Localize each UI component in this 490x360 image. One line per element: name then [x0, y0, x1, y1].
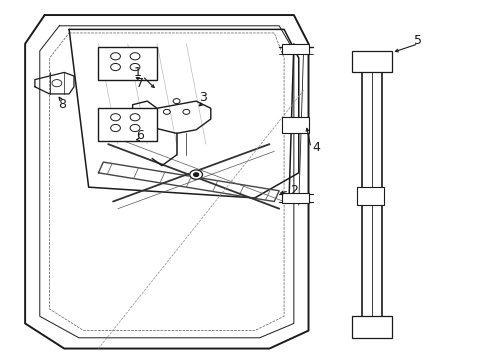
- Circle shape: [190, 170, 202, 179]
- Bar: [282, 44, 309, 54]
- Text: 4: 4: [312, 141, 320, 154]
- Bar: [282, 193, 309, 203]
- Text: 8: 8: [58, 98, 66, 111]
- Bar: [352, 316, 392, 338]
- Text: 1: 1: [134, 66, 142, 79]
- Text: 5: 5: [415, 33, 422, 47]
- Bar: [98, 47, 157, 80]
- Circle shape: [194, 173, 198, 176]
- Bar: [98, 108, 157, 140]
- Bar: [352, 51, 392, 72]
- Text: 2: 2: [290, 184, 298, 197]
- Bar: [282, 117, 309, 134]
- Text: 7: 7: [136, 77, 144, 90]
- Text: 6: 6: [136, 129, 144, 142]
- Bar: [357, 187, 384, 205]
- Text: 3: 3: [199, 91, 207, 104]
